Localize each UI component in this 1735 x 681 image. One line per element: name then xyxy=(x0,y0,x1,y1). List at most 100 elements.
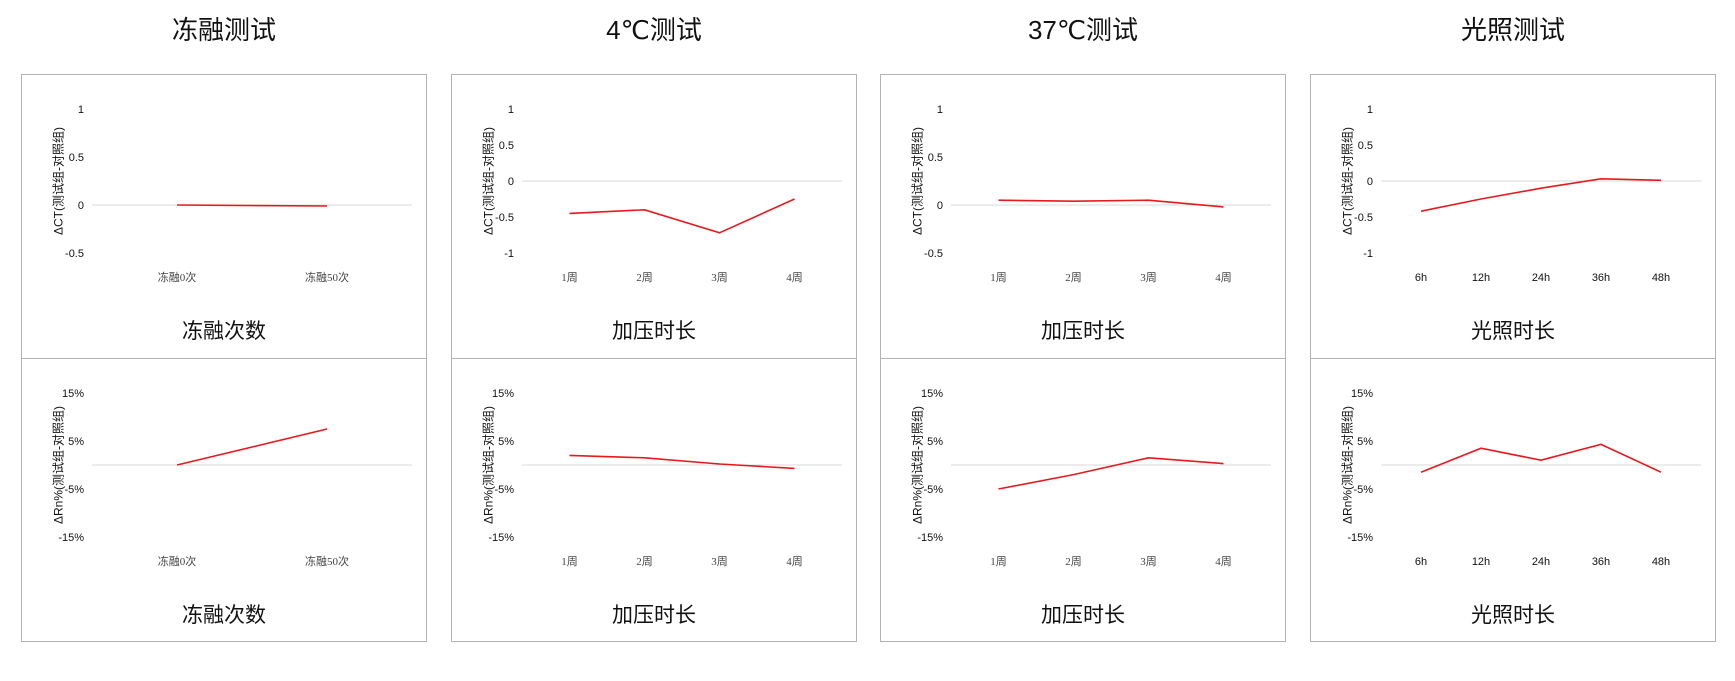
y-tick-label: 0.5 xyxy=(499,140,514,152)
y-tick-label: 15% xyxy=(1351,388,1373,400)
y-tick-label: -15% xyxy=(58,532,84,544)
x-tick-label: 冻融50次 xyxy=(305,554,349,568)
x-axis-title: 加压时长 xyxy=(612,604,696,627)
x-tick-label: 3周 xyxy=(711,555,728,568)
ct-chart: 1 0.5 0 -0.5 冻融0次 冻融50次 ΔCT(测试组-对照组) 冻融次数 xyxy=(22,75,426,358)
x-tick-label: 2周 xyxy=(636,271,653,284)
column-title: 光照测试 xyxy=(1460,15,1565,45)
y-axis-label: ΔRn%(测试组-对照组) xyxy=(51,405,66,525)
rn-chart: 15% 5% -5% -15% 1周 2周 3周 4周 ΔRn%(测试组-对照组) 加压时长 xyxy=(452,359,856,642)
column-title: 37℃测试 xyxy=(1027,15,1139,45)
x-tick-label: 冻融0次 xyxy=(158,554,197,568)
column-title: 冻融测试 xyxy=(171,15,276,45)
series-line xyxy=(1420,443,1662,473)
y-tick-label: -0.5 xyxy=(65,248,84,260)
ct-chart: 1 0.5 0 -0.5 1周 2周 3周 4周 ΔCT(测试组-对照组) 加压时长 xyxy=(881,75,1285,358)
x-tick-label: 2周 xyxy=(1065,271,1082,284)
y-axis-label: ΔCT(测试组-对照组) xyxy=(481,126,496,236)
x-tick-label: 3周 xyxy=(1140,555,1157,568)
ct-chart: 1 0.5 0 -0.5 -1 6h 12h 24h 36h 48h ΔCT(测试组-对照组) 光照时… xyxy=(1311,75,1715,358)
x-axis-title: 加压时长 xyxy=(1041,604,1125,627)
ct-chart: 1 0.5 0 -0.5 -1 1周 2周 3周 4周 ΔCT(测试组-对照组) 加压时长 xyxy=(452,75,856,358)
y-tick-label: -15% xyxy=(1347,532,1373,544)
x-tick-label: 36h xyxy=(1592,556,1610,568)
y-tick-label: -0.5 xyxy=(1354,212,1373,224)
x-tick-label: 1周 xyxy=(561,555,578,568)
x-tick-label: 冻融0次 xyxy=(158,270,197,284)
y-tick-label: -5% xyxy=(923,484,943,496)
y-tick-label: 15% xyxy=(62,388,84,400)
y-tick-label: 0.5 xyxy=(69,152,84,164)
y-axis-label: ΔRn%(测试组-对照组) xyxy=(910,405,925,525)
x-tick-label: 2周 xyxy=(636,555,653,568)
y-tick-label: 1 xyxy=(1367,104,1373,116)
y-tick-label: 0 xyxy=(78,200,84,212)
series-line xyxy=(1420,177,1662,212)
series-line xyxy=(176,204,328,207)
x-tick-label: 3周 xyxy=(1140,271,1157,284)
x-tick-label: 3周 xyxy=(711,271,728,284)
x-tick-label: 6h xyxy=(1415,556,1427,568)
chart-panel: 1 0.5 0 -0.5 冻融0次 冻融50次 ΔCT(测试组-对照组) 冻融次数 15% 5%… xyxy=(21,74,427,642)
x-tick-label: 2周 xyxy=(1065,555,1082,568)
chart-svg: 1 0.5 0 -0.5 -1 6h 12h 24h 36h 48h xyxy=(1354,104,1701,284)
x-tick-label: 48h xyxy=(1652,272,1670,284)
y-tick-label: 5% xyxy=(927,436,943,448)
y-tick-label: 1 xyxy=(937,104,943,116)
series-line xyxy=(998,456,1224,490)
x-axis-title: 光照时长 xyxy=(1471,604,1555,627)
chart-svg: 15% 5% -5% -15% 6h 12h 24h 36h 48h xyxy=(1347,388,1701,568)
y-tick-label: -15% xyxy=(917,532,943,544)
chart-svg: 1 0.5 0 -0.5 -1 1周 2周 3周 4周 xyxy=(495,104,842,284)
x-tick-label: 12h xyxy=(1472,556,1490,568)
x-tick-label: 1周 xyxy=(561,271,578,284)
y-tick-label: 15% xyxy=(921,388,943,400)
x-tick-label: 4周 xyxy=(1215,271,1232,284)
y-axis-label: ΔCT(测试组-对照组) xyxy=(1340,126,1355,236)
y-axis-label: ΔCT(测试组-对照组) xyxy=(910,126,925,236)
x-tick-label: 1周 xyxy=(990,555,1007,568)
chart-panel: 1 0.5 0 -0.5 -1 6h 12h 24h 36h 48h ΔCT(测试组-对照组) 光照时… xyxy=(1310,74,1716,642)
y-tick-label: 5% xyxy=(1357,436,1373,448)
x-axis-title: 冻融次数 xyxy=(182,320,266,343)
y-tick-label: 0 xyxy=(508,176,514,188)
x-tick-label: 6h xyxy=(1415,272,1427,284)
x-axis-title: 加压时长 xyxy=(612,320,696,343)
x-tick-label: 24h xyxy=(1532,556,1550,568)
y-axis-label: ΔCT(测试组-对照组) xyxy=(51,126,66,236)
x-axis-title: 加压时长 xyxy=(1041,320,1125,343)
y-tick-label: 15% xyxy=(492,388,514,400)
x-axis-title: 冻融次数 xyxy=(182,604,266,627)
x-tick-label: 1周 xyxy=(990,271,1007,284)
rn-chart: 15% 5% -5% -15% 6h 12h 24h 36h 48h ΔRn%(测试组-对照组) 光… xyxy=(1311,359,1715,642)
column-title: 4℃测试 xyxy=(606,15,702,45)
rn-chart: 15% 5% -5% -15% 1周 2周 3周 4周 ΔRn%(测试组-对照组) 加压时长 xyxy=(881,359,1285,642)
x-tick-label: 48h xyxy=(1652,556,1670,568)
y-tick-label: 0.5 xyxy=(1358,140,1373,152)
panel-divider xyxy=(881,358,1285,359)
series-line xyxy=(998,199,1224,208)
panel-divider xyxy=(452,358,856,359)
x-tick-label: 冻融50次 xyxy=(305,270,349,284)
series-line xyxy=(569,454,795,470)
chart-svg: 15% 5% -5% -15% 1周 2周 3周 4周 xyxy=(917,388,1271,568)
y-tick-label: 0.5 xyxy=(928,152,943,164)
y-tick-label: -0.5 xyxy=(924,248,943,260)
y-tick-label: -5% xyxy=(494,484,514,496)
chart-svg: 1 0.5 0 -0.5 冻融0次 冻融50次 xyxy=(65,104,412,284)
chart-svg: 15% 5% -5% -15% 冻融0次 冻融50次 xyxy=(58,388,412,568)
y-tick-label: 0 xyxy=(1367,176,1373,188)
chart-svg: 15% 5% -5% -15% 1周 2周 3周 4周 xyxy=(488,388,842,568)
y-axis-label: ΔRn%(测试组-对照组) xyxy=(481,405,496,525)
y-tick-label: -5% xyxy=(64,484,84,496)
chart-panel: 1 0.5 0 -0.5 1周 2周 3周 4周 ΔCT(测试组-对照组) 加压时长 15% 5% -… xyxy=(880,74,1286,642)
y-tick-label: 1 xyxy=(508,104,514,116)
panel-divider xyxy=(1311,358,1715,359)
x-tick-label: 24h xyxy=(1532,272,1550,284)
x-tick-label: 36h xyxy=(1592,272,1610,284)
y-tick-label: 0 xyxy=(937,200,943,212)
y-tick-label: -5% xyxy=(1353,484,1373,496)
rn-chart: 15% 5% -5% -15% 冻融0次 冻融50次 ΔRn%(测试组-对照组) 冻融次数 xyxy=(22,359,426,642)
y-tick-label: 1 xyxy=(78,104,84,116)
x-tick-label: 4周 xyxy=(786,271,803,284)
